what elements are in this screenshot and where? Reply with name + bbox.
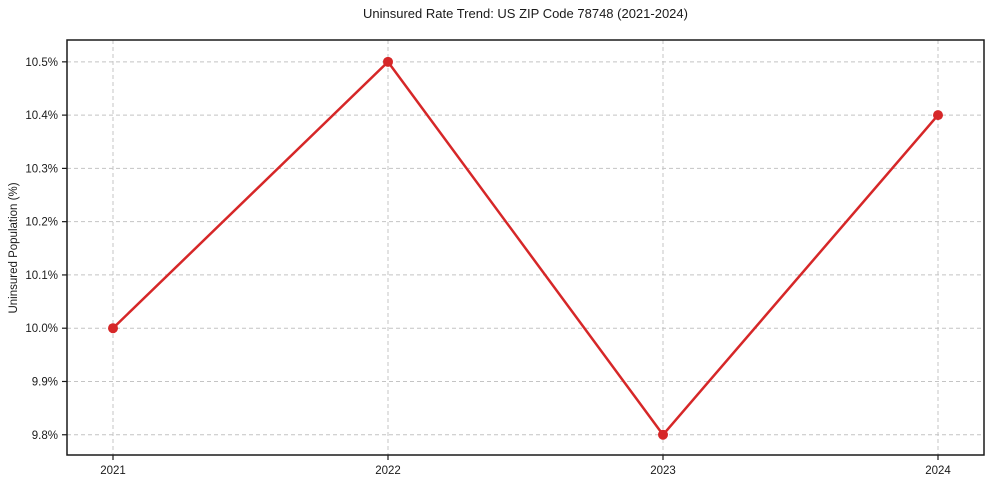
y-tick-label: 10.1%: [25, 270, 58, 282]
series-line: [111, 60, 940, 437]
y-tick-label: 9.8%: [32, 430, 58, 442]
axes-box: [66, 39, 985, 456]
y-tick-label: 10.3%: [25, 163, 58, 175]
y-tick-label: 10.2%: [25, 217, 58, 229]
x-tick-label: 2024: [925, 465, 951, 477]
x-tick-label: 2022: [375, 465, 401, 477]
data-point: [933, 110, 943, 121]
data-point: [108, 323, 118, 334]
y-tick-label: 10.4%: [25, 110, 58, 122]
data-point: [383, 56, 393, 67]
y-tick-label: 10.0%: [25, 323, 58, 335]
y-tick-label: 10.5%: [25, 57, 58, 69]
chart-title: Uninsured Rate Trend: US ZIP Code 78748 …: [363, 6, 688, 21]
x-tick-label: 2021: [100, 465, 126, 477]
y-tick-label: 9.9%: [32, 376, 58, 388]
data-point: [658, 429, 668, 440]
x-tick-label: 2023: [650, 465, 676, 477]
